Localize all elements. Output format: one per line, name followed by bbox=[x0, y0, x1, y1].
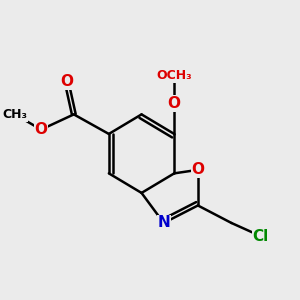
Text: O: O bbox=[34, 122, 48, 137]
Text: O: O bbox=[191, 162, 204, 177]
Text: OCH₃: OCH₃ bbox=[156, 69, 192, 82]
Text: N: N bbox=[158, 215, 170, 230]
Text: O: O bbox=[168, 96, 181, 111]
Text: CH₃: CH₃ bbox=[2, 108, 27, 121]
Text: Cl: Cl bbox=[253, 229, 269, 244]
Text: O: O bbox=[60, 74, 73, 89]
